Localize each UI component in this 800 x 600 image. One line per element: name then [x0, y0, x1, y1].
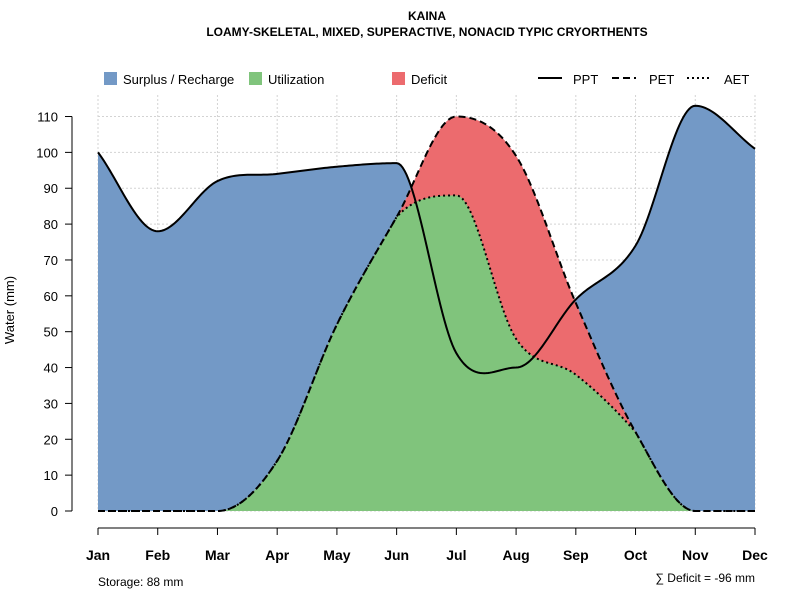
x-tick-label-jul: Jul	[446, 547, 466, 563]
areas	[98, 105, 755, 512]
legend: Surplus / Recharge Utilization Deficit P…	[104, 72, 749, 87]
series-line-aet	[98, 194, 755, 512]
x-tick-label-apr: Apr	[265, 547, 290, 563]
series-line-ppt	[97, 104, 756, 375]
y-tick-label: 0	[51, 504, 58, 519]
series-lines	[97, 104, 756, 512]
utilization-area	[98, 195, 755, 511]
y-tick-label: 80	[44, 217, 58, 232]
legend-label-pet: PET	[649, 72, 674, 87]
x-tick-label-jun: Jun	[384, 547, 409, 563]
legend-label-aet: AET	[724, 72, 749, 87]
deficit-note: ∑ Deficit = -96 mm	[655, 571, 755, 585]
x-tick-label-nov: Nov	[682, 547, 709, 563]
legend-swatch-surplus	[104, 72, 117, 85]
chart-title: KAINA	[408, 9, 446, 23]
y-tick-label: 50	[44, 325, 58, 340]
storage-note: Storage: 88 mm	[98, 575, 183, 589]
x-axis: Jan Feb Mar Apr May Jun Jul Aug Sep Oct Nov Dec	[86, 527, 768, 563]
series-line-pet	[98, 115, 755, 512]
y-tick-label: 30	[44, 396, 58, 411]
x-tick-label-feb: Feb	[145, 547, 170, 563]
x-tick-label-aug: Aug	[502, 547, 529, 563]
y-tick-label: 10	[44, 468, 58, 483]
x-tick-label-mar: Mar	[205, 547, 230, 563]
y-tick-label: 40	[44, 361, 58, 376]
legend-swatch-deficit	[392, 72, 405, 85]
y-tick-label: 60	[44, 289, 58, 304]
y-tick-label: 100	[36, 145, 58, 160]
y-tick-label: 20	[44, 432, 58, 447]
x-tick-label-oct: Oct	[624, 547, 648, 563]
legend-label-deficit: Deficit	[411, 72, 448, 87]
x-tick-label-sep: Sep	[563, 547, 589, 563]
legend-swatch-utilization	[249, 72, 262, 85]
y-axis-label: Water (mm)	[2, 276, 17, 344]
y-axis: 0 10 20 30 40 50 60 70 80 90 100 110	[36, 110, 73, 519]
legend-label-ppt: PPT	[573, 72, 598, 87]
x-tick-label-may: May	[323, 547, 350, 563]
legend-label-utilization: Utilization	[268, 72, 324, 87]
y-tick-label: 70	[44, 253, 58, 268]
legend-label-surplus: Surplus / Recharge	[123, 72, 234, 87]
y-tick-label: 90	[44, 181, 58, 196]
chart-subtitle: LOAMY-SKELETAL, MIXED, SUPERACTIVE, NONA…	[206, 25, 647, 39]
y-tick-label: 110	[37, 110, 58, 125]
x-tick-label-dec: Dec	[742, 547, 768, 563]
x-tick-label-jan: Jan	[86, 547, 110, 563]
